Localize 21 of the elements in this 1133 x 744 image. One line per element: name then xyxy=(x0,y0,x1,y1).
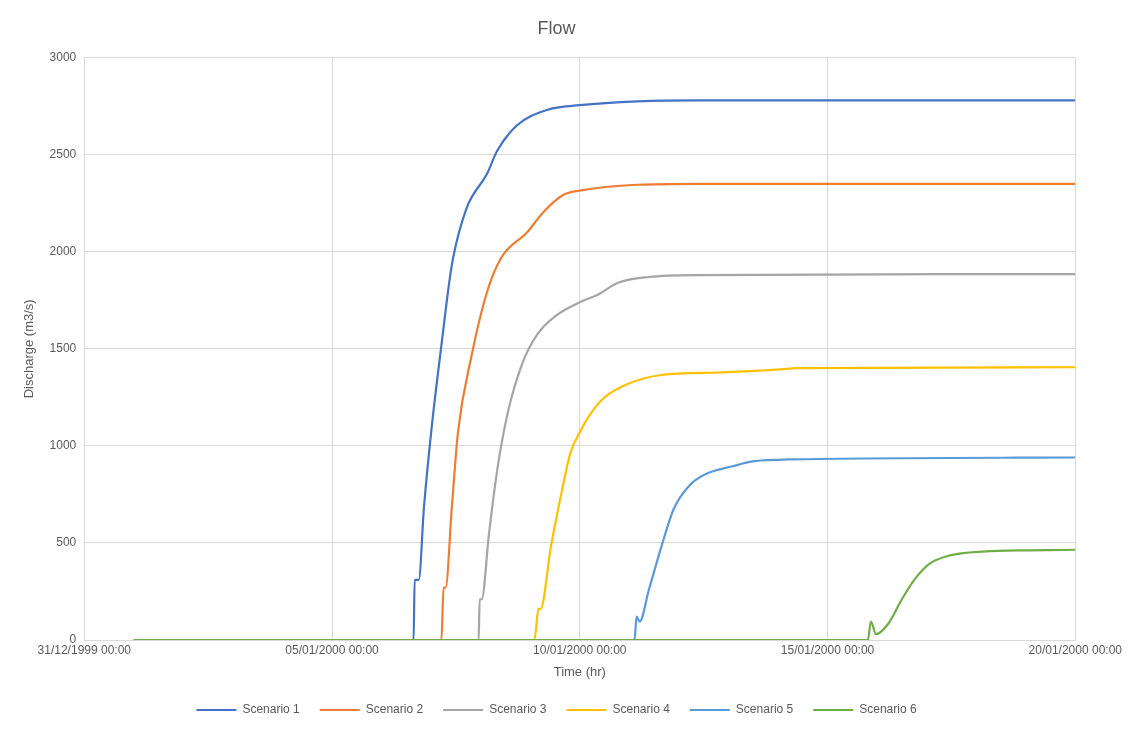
x-tick-label: 15/01/2000 00:00 xyxy=(780,642,875,657)
x-tick-label: 31/12/1999 00:00 xyxy=(37,642,132,657)
x-tick-label: 20/01/2000 00:00 xyxy=(1028,642,1123,657)
legend-label: Scenario 3 xyxy=(489,702,547,717)
y-tick-label: 1000 xyxy=(49,438,77,453)
y-axis-title: Discharge (m3/s) xyxy=(21,299,37,399)
line-series xyxy=(132,548,1076,640)
legend-label: Scenario 6 xyxy=(859,702,917,717)
x-axis-title: Time (hr) xyxy=(553,663,606,679)
legend-label: Scenario 4 xyxy=(612,702,671,717)
chart-title: Flow xyxy=(537,17,577,38)
y-tick-label: 500 xyxy=(56,535,77,550)
y-tick-label: 2000 xyxy=(49,244,77,259)
y-tick-label: 2500 xyxy=(49,146,77,161)
legend-label: Scenario 2 xyxy=(365,702,424,717)
x-tick-label: 05/01/2000 00:00 xyxy=(285,642,380,657)
legend-label: Scenario 5 xyxy=(735,702,794,717)
y-tick-label: 3000 xyxy=(49,49,77,64)
legend-label: Scenario 1 xyxy=(242,702,301,717)
x-tick-label: 10/01/2000 00:00 xyxy=(533,642,627,657)
y-tick-label: 1500 xyxy=(49,341,77,356)
